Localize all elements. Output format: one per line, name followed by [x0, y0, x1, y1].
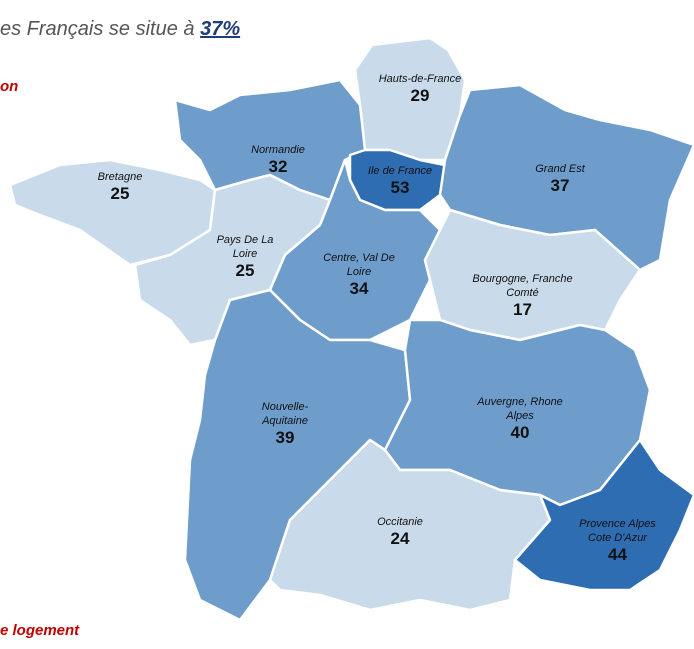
- region-label: Grand Est 37: [520, 162, 600, 196]
- header-highlight: 37%: [200, 18, 241, 40]
- region-name: Ile de France: [367, 165, 433, 177]
- region-name: Bourgogne, Franche Comté: [472, 273, 573, 299]
- header-text: es Français se situe à: [0, 18, 195, 40]
- region-value: 39: [275, 428, 295, 447]
- region-value: 40: [510, 423, 530, 442]
- region-label: Centre, Val De Loire 34: [314, 251, 404, 299]
- region-name: Auvergne, Rhone Alpes: [477, 396, 563, 422]
- region-value: 25: [235, 261, 255, 280]
- region-value: 53: [390, 178, 410, 197]
- region-value: 44: [608, 545, 627, 564]
- footer: e logement: [0, 622, 80, 639]
- region-label: Ile de France 53: [355, 164, 445, 198]
- region-value: 24: [390, 529, 410, 548]
- region-name: Centre, Val De Loire: [323, 252, 395, 278]
- subtitle: on: [0, 78, 19, 95]
- region-value: 32: [268, 157, 288, 176]
- region-label: Nouvelle-Aquitaine 39: [245, 400, 325, 448]
- region-name: Normandie: [251, 144, 305, 156]
- region-label: Occitanie 24: [360, 515, 440, 549]
- region-value: 37: [550, 176, 570, 195]
- region-label: Provence Alpes Cote D'Azur 44: [570, 517, 665, 565]
- header: es Français se situe à 37%: [0, 18, 240, 41]
- region-name: Hauts-de-France: [378, 73, 462, 85]
- region-name: Occitanie: [377, 516, 423, 528]
- region-name: Nouvelle-Aquitaine: [261, 401, 309, 427]
- region-label: Pays De La Loire 25: [210, 233, 280, 281]
- region-name: Grand Est: [535, 163, 585, 175]
- region-value: 25: [110, 184, 130, 203]
- region-label: Bretagne 25: [80, 170, 160, 204]
- region-label: Normandie 32: [238, 143, 318, 177]
- region-value: 34: [349, 279, 369, 298]
- region-name: Bretagne: [97, 171, 143, 183]
- region-label: Bourgogne, Franche Comté 17: [470, 272, 575, 320]
- region-name: Pays De La Loire: [216, 234, 274, 260]
- region-value: 17: [513, 300, 532, 319]
- region-label: Hauts-de-France 29: [365, 72, 475, 106]
- region: [513, 438, 694, 592]
- region-label: Auvergne, Rhone Alpes 40: [470, 395, 570, 443]
- region-name: Provence Alpes Cote D'Azur: [579, 518, 656, 544]
- region: [438, 83, 694, 272]
- region-value: 29: [410, 86, 430, 105]
